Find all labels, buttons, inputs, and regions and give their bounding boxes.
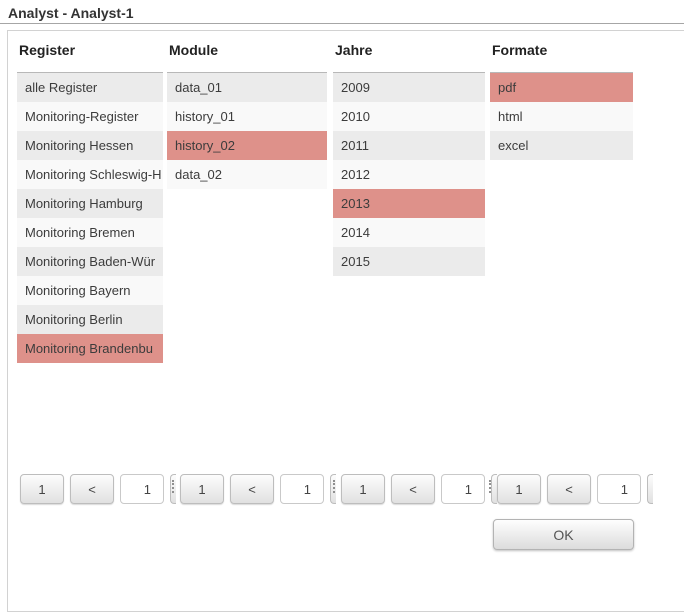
page-number-button[interactable]: 1 (180, 474, 224, 504)
jahre-list-item[interactable]: 2014 (333, 218, 485, 247)
register-list-item[interactable]: Monitoring Baden-Wür (17, 247, 163, 276)
page-input[interactable] (597, 474, 641, 504)
prev-page-button[interactable]: < (391, 474, 435, 504)
next-page-button-clipped-icon[interactable] (491, 474, 497, 504)
selection-panel: Register alle Register Monitoring-Registe… (7, 30, 684, 612)
register-list-item[interactable]: Monitoring-Register (17, 102, 163, 131)
register-list: alle Register Monitoring-Register Monitori… (17, 72, 163, 363)
jahre-list-item[interactable]: 2009 (333, 73, 485, 102)
formate-list-item[interactable]: excel (490, 131, 633, 160)
page-input[interactable] (280, 474, 324, 504)
jahre-list-item[interactable]: 2013 (333, 189, 485, 218)
jahre-list-item[interactable]: 2011 (333, 131, 485, 160)
page-input[interactable] (441, 474, 485, 504)
formate-list-item[interactable]: html (490, 102, 633, 131)
formate-list: pdf html excel (490, 72, 633, 160)
register-list-item[interactable]: alle Register (17, 73, 163, 102)
column-module: Module data_01 history_01 history_02 data_0… (167, 42, 327, 189)
register-list-item[interactable]: Monitoring Hessen (17, 131, 163, 160)
pager-separator (333, 480, 335, 493)
page-title: Analyst - Analyst-1 (0, 0, 684, 24)
jahre-list-item[interactable]: 2010 (333, 102, 485, 131)
module-list: data_01 history_01 history_02 data_02 (167, 72, 327, 189)
column-header-module: Module (169, 42, 218, 58)
module-list-item[interactable]: history_01 (167, 102, 327, 131)
page-number-button[interactable]: 1 (341, 474, 385, 504)
pager-separator (489, 480, 491, 493)
pager-group-3: 1 < (341, 474, 497, 504)
pager-group-4: 1 < (497, 474, 653, 504)
next-page-button-clipped-icon[interactable] (647, 474, 653, 504)
register-list-item[interactable]: Monitoring Schleswig-H (17, 160, 163, 189)
column-header-formate: Formate (492, 42, 548, 58)
column-jahre: Jahre 2009 2010 2011 2012 2013 2014 2015 (333, 42, 485, 276)
pager-group-2: 1 < (180, 474, 336, 504)
register-list-item[interactable]: Monitoring Bremen (17, 218, 163, 247)
prev-page-button[interactable]: < (547, 474, 591, 504)
page-number-button[interactable]: 1 (497, 474, 541, 504)
module-list-item[interactable]: data_02 (167, 160, 327, 189)
column-header-register: Register (19, 42, 76, 58)
module-list-item[interactable]: history_02 (167, 131, 327, 160)
ok-button[interactable]: OK (493, 519, 634, 550)
prev-page-button[interactable]: < (70, 474, 114, 504)
prev-page-button[interactable]: < (230, 474, 274, 504)
register-list-item[interactable]: Monitoring Berlin (17, 305, 163, 334)
module-list-item[interactable]: data_01 (167, 73, 327, 102)
register-list-item[interactable]: Monitoring Hamburg (17, 189, 163, 218)
page-number-button[interactable]: 1 (20, 474, 64, 504)
pager-separator (172, 480, 174, 493)
register-list-item[interactable]: Monitoring Bayern (17, 276, 163, 305)
pager-group-1: 1 < (20, 474, 176, 504)
column-register: Register alle Register Monitoring-Registe… (17, 42, 163, 363)
column-formate: Formate pdf html excel (490, 42, 633, 160)
page-input[interactable] (120, 474, 164, 504)
jahre-list: 2009 2010 2011 2012 2013 2014 2015 (333, 72, 485, 276)
column-header-jahre: Jahre (335, 42, 373, 58)
formate-list-item[interactable]: pdf (490, 73, 633, 102)
jahre-list-item[interactable]: 2015 (333, 247, 485, 276)
jahre-list-item[interactable]: 2012 (333, 160, 485, 189)
register-list-item[interactable]: Monitoring Brandenbu (17, 334, 163, 363)
